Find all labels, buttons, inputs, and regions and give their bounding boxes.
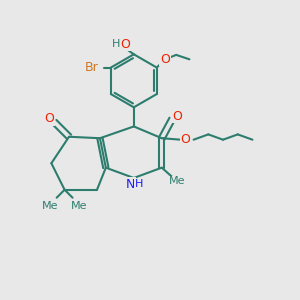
Text: H: H	[135, 179, 143, 190]
Text: Me: Me	[71, 201, 88, 211]
Text: Me: Me	[169, 176, 185, 186]
Text: O: O	[180, 133, 190, 146]
Text: H: H	[112, 39, 120, 49]
Text: Me: Me	[42, 201, 58, 211]
Text: O: O	[44, 112, 54, 125]
Text: O: O	[172, 110, 182, 123]
Text: N: N	[126, 178, 135, 191]
Text: Br: Br	[84, 61, 98, 74]
Text: O: O	[121, 38, 130, 50]
Text: O: O	[160, 53, 170, 66]
